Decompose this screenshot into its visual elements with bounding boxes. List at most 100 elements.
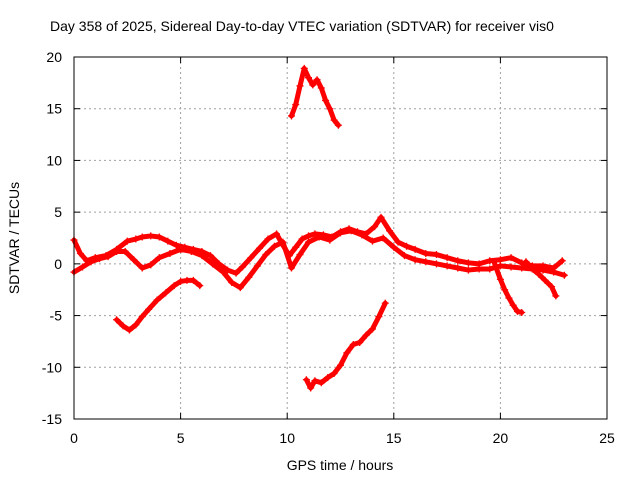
- data-point: [522, 258, 530, 266]
- data-point: [432, 251, 440, 259]
- series-line-trace-d: [288, 65, 341, 128]
- data-point: [422, 258, 430, 266]
- data-point: [270, 242, 278, 250]
- data-point: [443, 254, 451, 262]
- data-point: [138, 264, 146, 272]
- data-point: [238, 263, 246, 271]
- y-tick-label: -15: [42, 411, 62, 427]
- data-point: [145, 305, 153, 313]
- data-point: [528, 265, 536, 273]
- data-point: [560, 271, 568, 279]
- series-line-trace-g: [523, 259, 559, 299]
- data-point: [147, 261, 155, 269]
- data-point: [177, 245, 185, 253]
- data-point: [422, 250, 430, 258]
- data-point: [464, 259, 472, 267]
- chart-title: Day 358 of 2025, Sidereal Day-to-day VTE…: [50, 18, 554, 34]
- data-point: [224, 266, 232, 274]
- y-axis-label: SDTVAR / TECUs: [6, 182, 22, 294]
- data-marks: [70, 64, 568, 392]
- data-point: [411, 256, 419, 264]
- data-point: [326, 105, 334, 113]
- data-point: [311, 230, 319, 238]
- data-point: [368, 325, 376, 333]
- data-point: [400, 252, 408, 260]
- y-tick-label: -10: [42, 359, 62, 375]
- data-point: [550, 268, 558, 276]
- data-point: [189, 276, 197, 284]
- data-point: [486, 265, 494, 273]
- data-point: [309, 81, 317, 89]
- data-point: [228, 278, 236, 286]
- data-point: [322, 96, 330, 104]
- data-point: [121, 247, 129, 255]
- data-point: [358, 231, 366, 239]
- data-point: [273, 230, 281, 238]
- data-point: [507, 254, 515, 262]
- data-point: [155, 233, 163, 241]
- data-point: [552, 292, 560, 300]
- data-point: [172, 241, 180, 249]
- data-point: [362, 331, 370, 339]
- data-point: [177, 277, 185, 285]
- data-point: [475, 265, 483, 273]
- data-point: [147, 232, 155, 240]
- data-point: [132, 321, 140, 329]
- data-point: [164, 237, 172, 245]
- data-point: [262, 251, 270, 259]
- data-point: [317, 84, 325, 92]
- data-point: [347, 227, 355, 235]
- data-point: [170, 282, 178, 290]
- data-point: [518, 308, 526, 316]
- data-point: [315, 233, 323, 241]
- data-point: [379, 234, 387, 242]
- y-tick-label: 15: [46, 101, 62, 117]
- data-point: [368, 237, 376, 245]
- data-point: [501, 286, 509, 294]
- data-point: [123, 237, 131, 245]
- data-point: [113, 247, 121, 255]
- data-point: [162, 289, 170, 297]
- data-point: [307, 384, 315, 392]
- data-point: [541, 276, 549, 284]
- data-point: [232, 269, 240, 277]
- data-point: [130, 256, 138, 264]
- data-point: [264, 235, 272, 243]
- data-point: [539, 266, 547, 274]
- data-point: [356, 338, 364, 346]
- data-point: [509, 301, 517, 309]
- data-point: [403, 242, 411, 250]
- data-point: [96, 255, 104, 263]
- data-point: [138, 233, 146, 241]
- y-tick-label: 10: [46, 152, 62, 168]
- data-point: [247, 254, 255, 262]
- data-point: [305, 74, 313, 82]
- data-point: [209, 260, 217, 268]
- data-point: [287, 112, 295, 120]
- y-tick-label: -5: [50, 308, 63, 324]
- data-point: [138, 313, 146, 321]
- data-point: [454, 257, 462, 265]
- data-point: [496, 275, 504, 283]
- data-point: [386, 227, 394, 235]
- y-tick-label: 5: [54, 204, 62, 220]
- data-point: [305, 238, 313, 246]
- data-point: [287, 264, 295, 272]
- data-point: [187, 247, 195, 255]
- data-point: [255, 244, 263, 252]
- data-point: [518, 264, 526, 272]
- data-point: [377, 213, 385, 221]
- data-point: [119, 322, 127, 330]
- data-point: [317, 379, 325, 387]
- data-point: [292, 243, 300, 251]
- data-point: [324, 374, 332, 382]
- data-point: [496, 256, 504, 264]
- data-point: [558, 257, 566, 265]
- data-point: [104, 253, 112, 261]
- data-point: [535, 270, 543, 278]
- data-point: [219, 268, 227, 276]
- data-point: [245, 273, 253, 281]
- data-point: [198, 252, 206, 260]
- data-point: [326, 236, 334, 244]
